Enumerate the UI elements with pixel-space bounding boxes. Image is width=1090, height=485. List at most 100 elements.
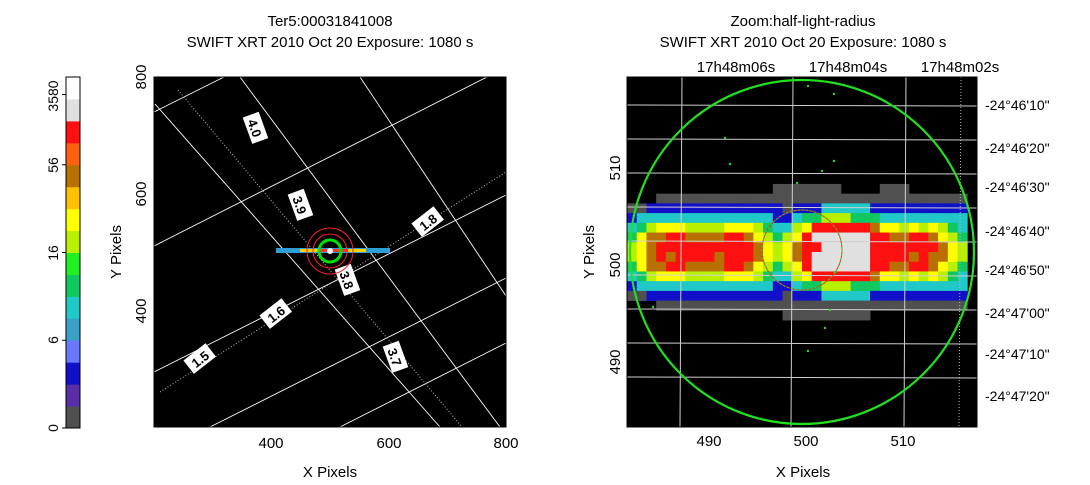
heatmap-cell [665,261,677,272]
heatmap-cell [947,203,958,214]
heatmap-cell [665,281,677,292]
heatmap-cell [792,300,803,311]
heatmap-cell [850,290,861,302]
heatmap-cell [889,300,900,311]
heatmap-cell [879,232,890,243]
heatmap-cell [928,213,939,224]
colorbar-swatch [66,318,80,341]
colorbar-swatch [66,340,80,363]
heatmap-cell [636,290,647,302]
heatmap-cell [870,232,881,243]
heatmap-cell [665,300,677,311]
colorbar-swatch [66,252,80,275]
heatmap-cell [802,271,813,282]
heatmap-cell [714,193,725,204]
heatmap-cell [918,271,929,282]
heatmap-cell [908,232,920,243]
heatmap-cell [899,261,910,272]
heatmap-cell [743,222,754,233]
heatmap-cell [821,300,832,311]
heatmap-cell [928,232,939,243]
left-ytick-800: 800 [133,64,150,89]
heatmap-cell [879,261,890,272]
heatmap-cell [840,290,852,302]
heatmap-cell [928,300,939,311]
heatmap-cell [908,281,920,292]
heatmap-cell [821,310,832,321]
heatmap-cell [850,232,861,243]
heatmap-cell [811,232,822,243]
heatmap-cell [782,261,793,272]
heatmap-cell [714,261,725,272]
left-x-axis: 400 600 800 X Pixels [258,435,518,481]
heatmap-cell [870,222,881,233]
heatmap-cell [821,281,832,292]
heatmap-cell [957,213,968,224]
colorbar-swatch [66,164,80,188]
heatmap-cell [938,271,949,282]
heatmap-cell [714,281,725,292]
right-xtick-490: 490 [696,433,721,450]
heatmap-cell [802,310,813,321]
heatmap-cell [792,213,803,224]
heatmap-cell [831,281,842,292]
heatmap-cell [772,261,783,272]
heatmap-cell [947,281,958,292]
colorbar-swatch [66,274,80,297]
heatmap-cell [811,213,822,224]
heatmap-cell [802,290,813,302]
heatmap-cell [831,183,842,195]
heatmap-cell [831,203,842,214]
colorbar [62,76,81,429]
heatmap-cell [870,242,881,253]
heatmap-cell [733,203,745,214]
heatmap-cell [889,242,900,253]
heatmap-cell [899,252,910,263]
heatmap-cell [821,242,832,253]
heatmap-cell [889,203,900,214]
heatmap-cell [665,232,677,243]
heatmap-cell [879,222,890,233]
heatmap-cell [753,261,764,272]
dec-tick-0: -24°46'10" [985,97,1050,113]
heatmap-cell [695,300,706,311]
heatmap-cell [753,213,764,224]
heatmap-cell [763,242,774,253]
heatmap-cell [908,261,920,272]
heatmap-cell [831,213,842,224]
heatmap-cell [695,222,706,233]
heatmap-cell [704,252,715,263]
heatmap-cell [908,193,920,204]
right-panel: Zoom:half-light-radius SWIFT XRT 2010 Oc… [581,13,1050,481]
cbar-label-3580: 3580 [45,80,61,111]
heatmap-cell [821,261,832,272]
heatmap-cell [656,213,667,224]
heatmap-cell [908,252,920,263]
heatmap-cell [782,300,793,311]
heatmap-cell [938,222,949,233]
heatmap-cell [636,222,647,233]
heatmap-cell [792,252,803,263]
heatmap-cell [928,261,939,272]
heatmap-cell [753,232,764,243]
heatmap-cell [753,222,764,233]
heatmap-cell [704,203,715,214]
colorbar-tick-labels: 0 6 16 56 3580 [45,80,61,432]
heatmap-cell [695,271,706,282]
heatmap-cell [860,213,871,224]
heatmap-cell [782,203,793,214]
colorbar-swatch [66,362,80,385]
heatmap-cell [627,252,638,263]
heatmap-cell [957,222,968,233]
heatmap-cell [938,252,949,263]
heatmap-cell [850,271,861,282]
heatmap-cell [782,252,793,263]
heatmap-cell [821,232,832,243]
heatmap-cell [792,290,803,302]
heatmap-cell [792,183,803,195]
heatmap-cell [753,281,764,292]
heatmap-cell [831,252,842,263]
left-xtick-400: 400 [258,435,283,452]
right-y-axis: 510 500 490 Y Pixels [581,155,624,374]
